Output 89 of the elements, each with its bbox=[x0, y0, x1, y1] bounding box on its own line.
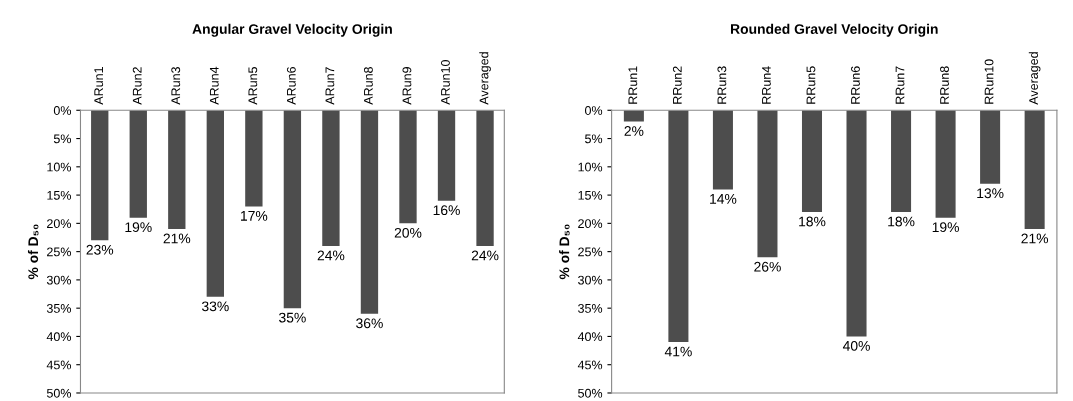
y-tick-label: 45% bbox=[577, 360, 603, 370]
data-label: 18% bbox=[888, 216, 915, 227]
y-tick-label: 15% bbox=[578, 190, 603, 200]
y-tick-label: 50% bbox=[46, 388, 71, 398]
bar bbox=[846, 110, 867, 337]
data-label: 23% bbox=[86, 244, 114, 255]
x-tick-label: ARun1 bbox=[94, 67, 104, 105]
x-tick-label: ARun4 bbox=[209, 66, 219, 105]
y-tick-label: 40% bbox=[577, 332, 603, 342]
y-tick-label: 0% bbox=[53, 106, 71, 115]
bar bbox=[91, 110, 109, 241]
data-label: 13% bbox=[977, 188, 1004, 199]
y-tick-label: 30% bbox=[46, 275, 71, 285]
y-tick-label: 25% bbox=[47, 247, 71, 257]
chart-title: Rounded Gravel Velocity Origin bbox=[731, 23, 938, 37]
y-tick-label: 0% bbox=[585, 106, 603, 115]
y-tick-label: 10% bbox=[47, 162, 71, 172]
x-tick-label: RRun3 bbox=[717, 66, 727, 104]
data-label: 20% bbox=[394, 227, 422, 238]
x-tick-label: RRun6 bbox=[851, 66, 860, 104]
bar bbox=[935, 110, 956, 218]
x-tick-label: ARun3 bbox=[171, 67, 181, 105]
x-tick-label: ARun10 bbox=[441, 60, 450, 105]
x-tick-label: ARun8 bbox=[363, 67, 373, 105]
x-tick-label: RRun8 bbox=[940, 66, 949, 104]
data-label: 40% bbox=[842, 340, 870, 351]
data-label: 21% bbox=[1021, 233, 1049, 244]
y-tick-label: 30% bbox=[578, 275, 603, 285]
chart-title: Angular Gravel Velocity Origin bbox=[192, 23, 392, 37]
data-label: 24% bbox=[471, 250, 499, 261]
bar bbox=[891, 110, 912, 213]
bar bbox=[399, 110, 417, 224]
data-label: 26% bbox=[754, 261, 781, 272]
y-tick-label: 35% bbox=[46, 303, 71, 313]
bar bbox=[129, 110, 147, 218]
bar bbox=[360, 110, 379, 314]
y-tick-label: 35% bbox=[578, 303, 603, 313]
data-label: 17% bbox=[241, 210, 268, 221]
data-label: 14% bbox=[710, 194, 737, 204]
x-tick-label: RRun1 bbox=[628, 66, 638, 104]
x-tick-label: RRun7 bbox=[895, 66, 905, 104]
x-tick-label: ARun5 bbox=[248, 67, 258, 105]
x-tick-label: Averaged bbox=[479, 52, 491, 105]
y-tick-label: 45% bbox=[46, 360, 71, 370]
data-label: 36% bbox=[356, 318, 383, 329]
y-tick-label: 20% bbox=[578, 219, 603, 229]
x-tick-label: RRun10 bbox=[984, 59, 994, 104]
data-label: 18% bbox=[799, 216, 826, 227]
x-tick-label: RRun4 bbox=[762, 66, 771, 104]
bar bbox=[757, 110, 778, 258]
y-tick-label: 5% bbox=[53, 134, 71, 144]
data-label: 41% bbox=[664, 346, 692, 357]
bar bbox=[980, 110, 1001, 184]
data-label: 35% bbox=[279, 312, 306, 323]
bar bbox=[668, 110, 689, 343]
x-tick-label: RRun5 bbox=[806, 66, 816, 104]
x-tick-label: ARun9 bbox=[402, 67, 412, 105]
bar bbox=[206, 110, 224, 297]
y-tick-label: 10% bbox=[578, 162, 603, 172]
data-label: 16% bbox=[433, 205, 460, 216]
bar bbox=[245, 110, 263, 207]
x-tick-label: ARun6 bbox=[286, 67, 296, 105]
x-tick-label: Averaged bbox=[1028, 52, 1041, 105]
y-tick-label: 50% bbox=[578, 388, 603, 398]
bar bbox=[283, 110, 302, 309]
bar bbox=[712, 110, 733, 190]
data-label: 33% bbox=[201, 301, 229, 312]
bar bbox=[322, 110, 340, 246]
bar bbox=[476, 110, 494, 246]
data-label: 21% bbox=[163, 233, 191, 244]
y-axis-title: % of D₅₀ bbox=[27, 224, 39, 280]
bar bbox=[623, 110, 644, 122]
y-tick-label: 25% bbox=[578, 247, 603, 257]
x-tick-label: ARun7 bbox=[325, 67, 335, 105]
bar bbox=[437, 110, 456, 201]
y-tick-label: 5% bbox=[585, 134, 603, 144]
y-axis-title: % of D₅₀ bbox=[559, 224, 570, 280]
data-label: 24% bbox=[317, 250, 345, 261]
y-tick-label: 40% bbox=[46, 332, 71, 342]
bar bbox=[801, 110, 823, 213]
y-tick-label: 20% bbox=[47, 219, 71, 229]
y-tick-label: 15% bbox=[47, 190, 71, 200]
data-label: 19% bbox=[125, 222, 152, 233]
data-label: 2% bbox=[624, 126, 644, 136]
x-tick-label: ARun2 bbox=[132, 67, 142, 105]
bar bbox=[1024, 110, 1045, 230]
data-label: 19% bbox=[932, 222, 959, 233]
bar bbox=[168, 110, 186, 230]
x-tick-label: RRun2 bbox=[672, 66, 682, 104]
